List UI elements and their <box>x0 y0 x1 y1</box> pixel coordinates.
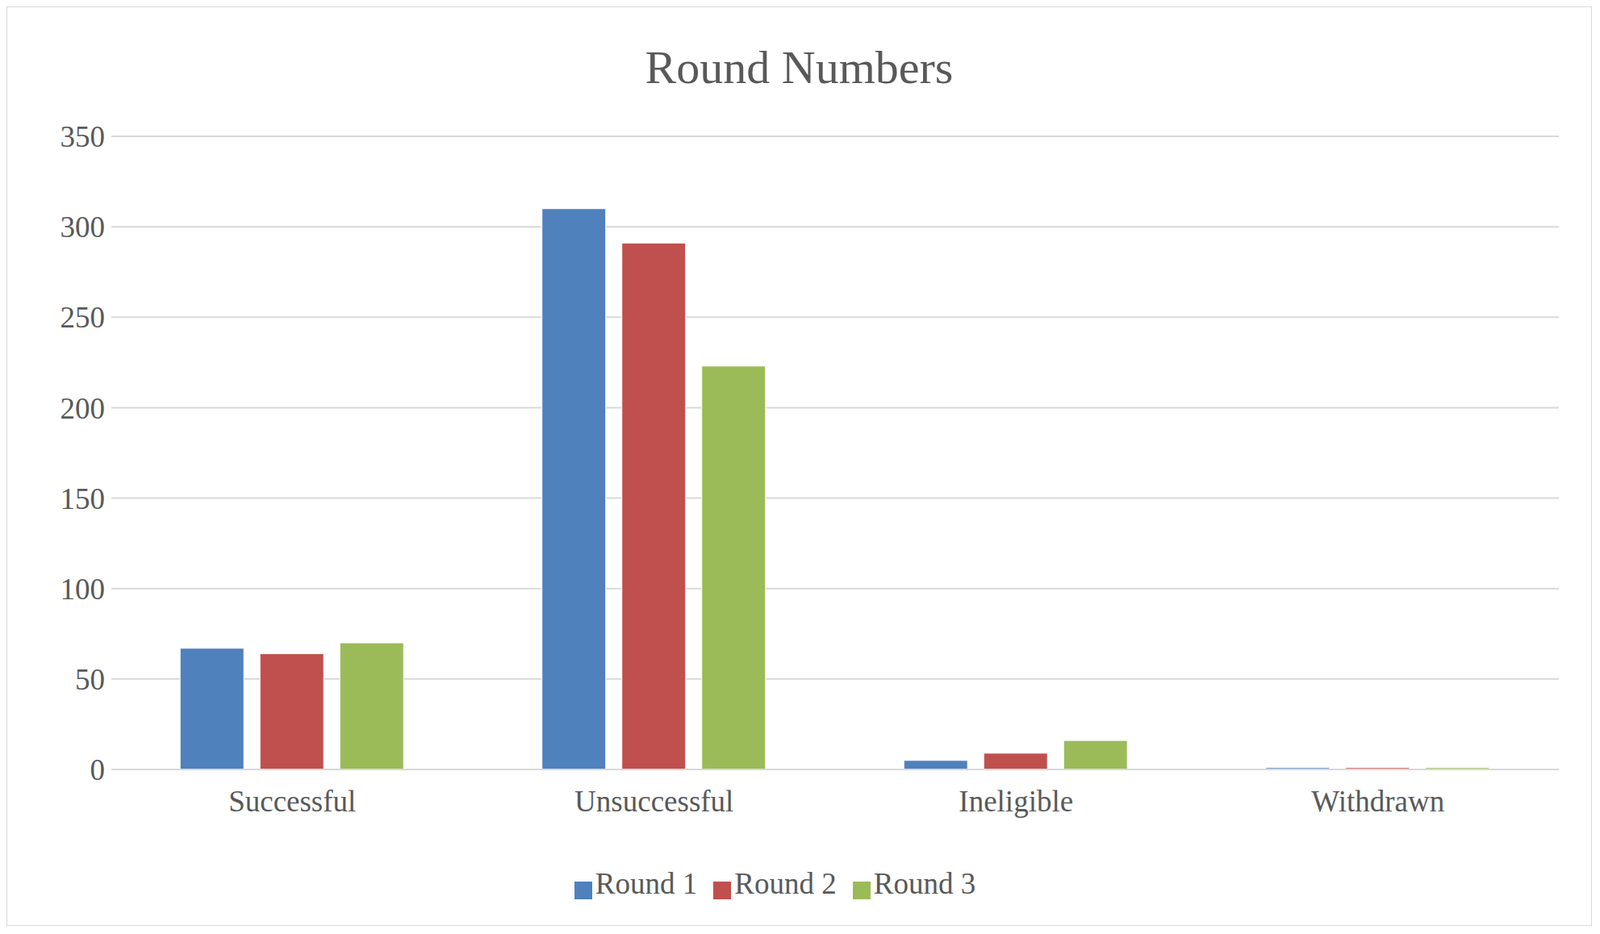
svg-text:350: 350 <box>60 120 106 154</box>
svg-text:0: 0 <box>90 753 106 787</box>
html-text:Round Numbers: Round Numbers <box>645 41 954 94</box>
svg-text:Ineligible: Ineligible <box>958 785 1074 819</box>
svg-text:250: 250 <box>60 300 106 335</box>
svg-text:200: 200 <box>60 392 106 426</box>
html-text:Round 3: Round 3 <box>873 867 976 901</box>
svg-text:Unsuccessful: Unsuccessful <box>574 785 734 819</box>
html-text:Round 2: Round 2 <box>734 867 837 901</box>
svg-text:150: 150 <box>60 482 106 516</box>
svg-text:50: 50 <box>75 663 105 697</box>
svg-text:Successful: Successful <box>228 785 356 819</box>
svg-text:100: 100 <box>60 572 106 606</box>
svg-text:300: 300 <box>60 210 106 244</box>
svg-text:Withdrawn: Withdrawn <box>1311 785 1445 819</box>
html-text:Round 1: Round 1 <box>595 867 698 901</box>
